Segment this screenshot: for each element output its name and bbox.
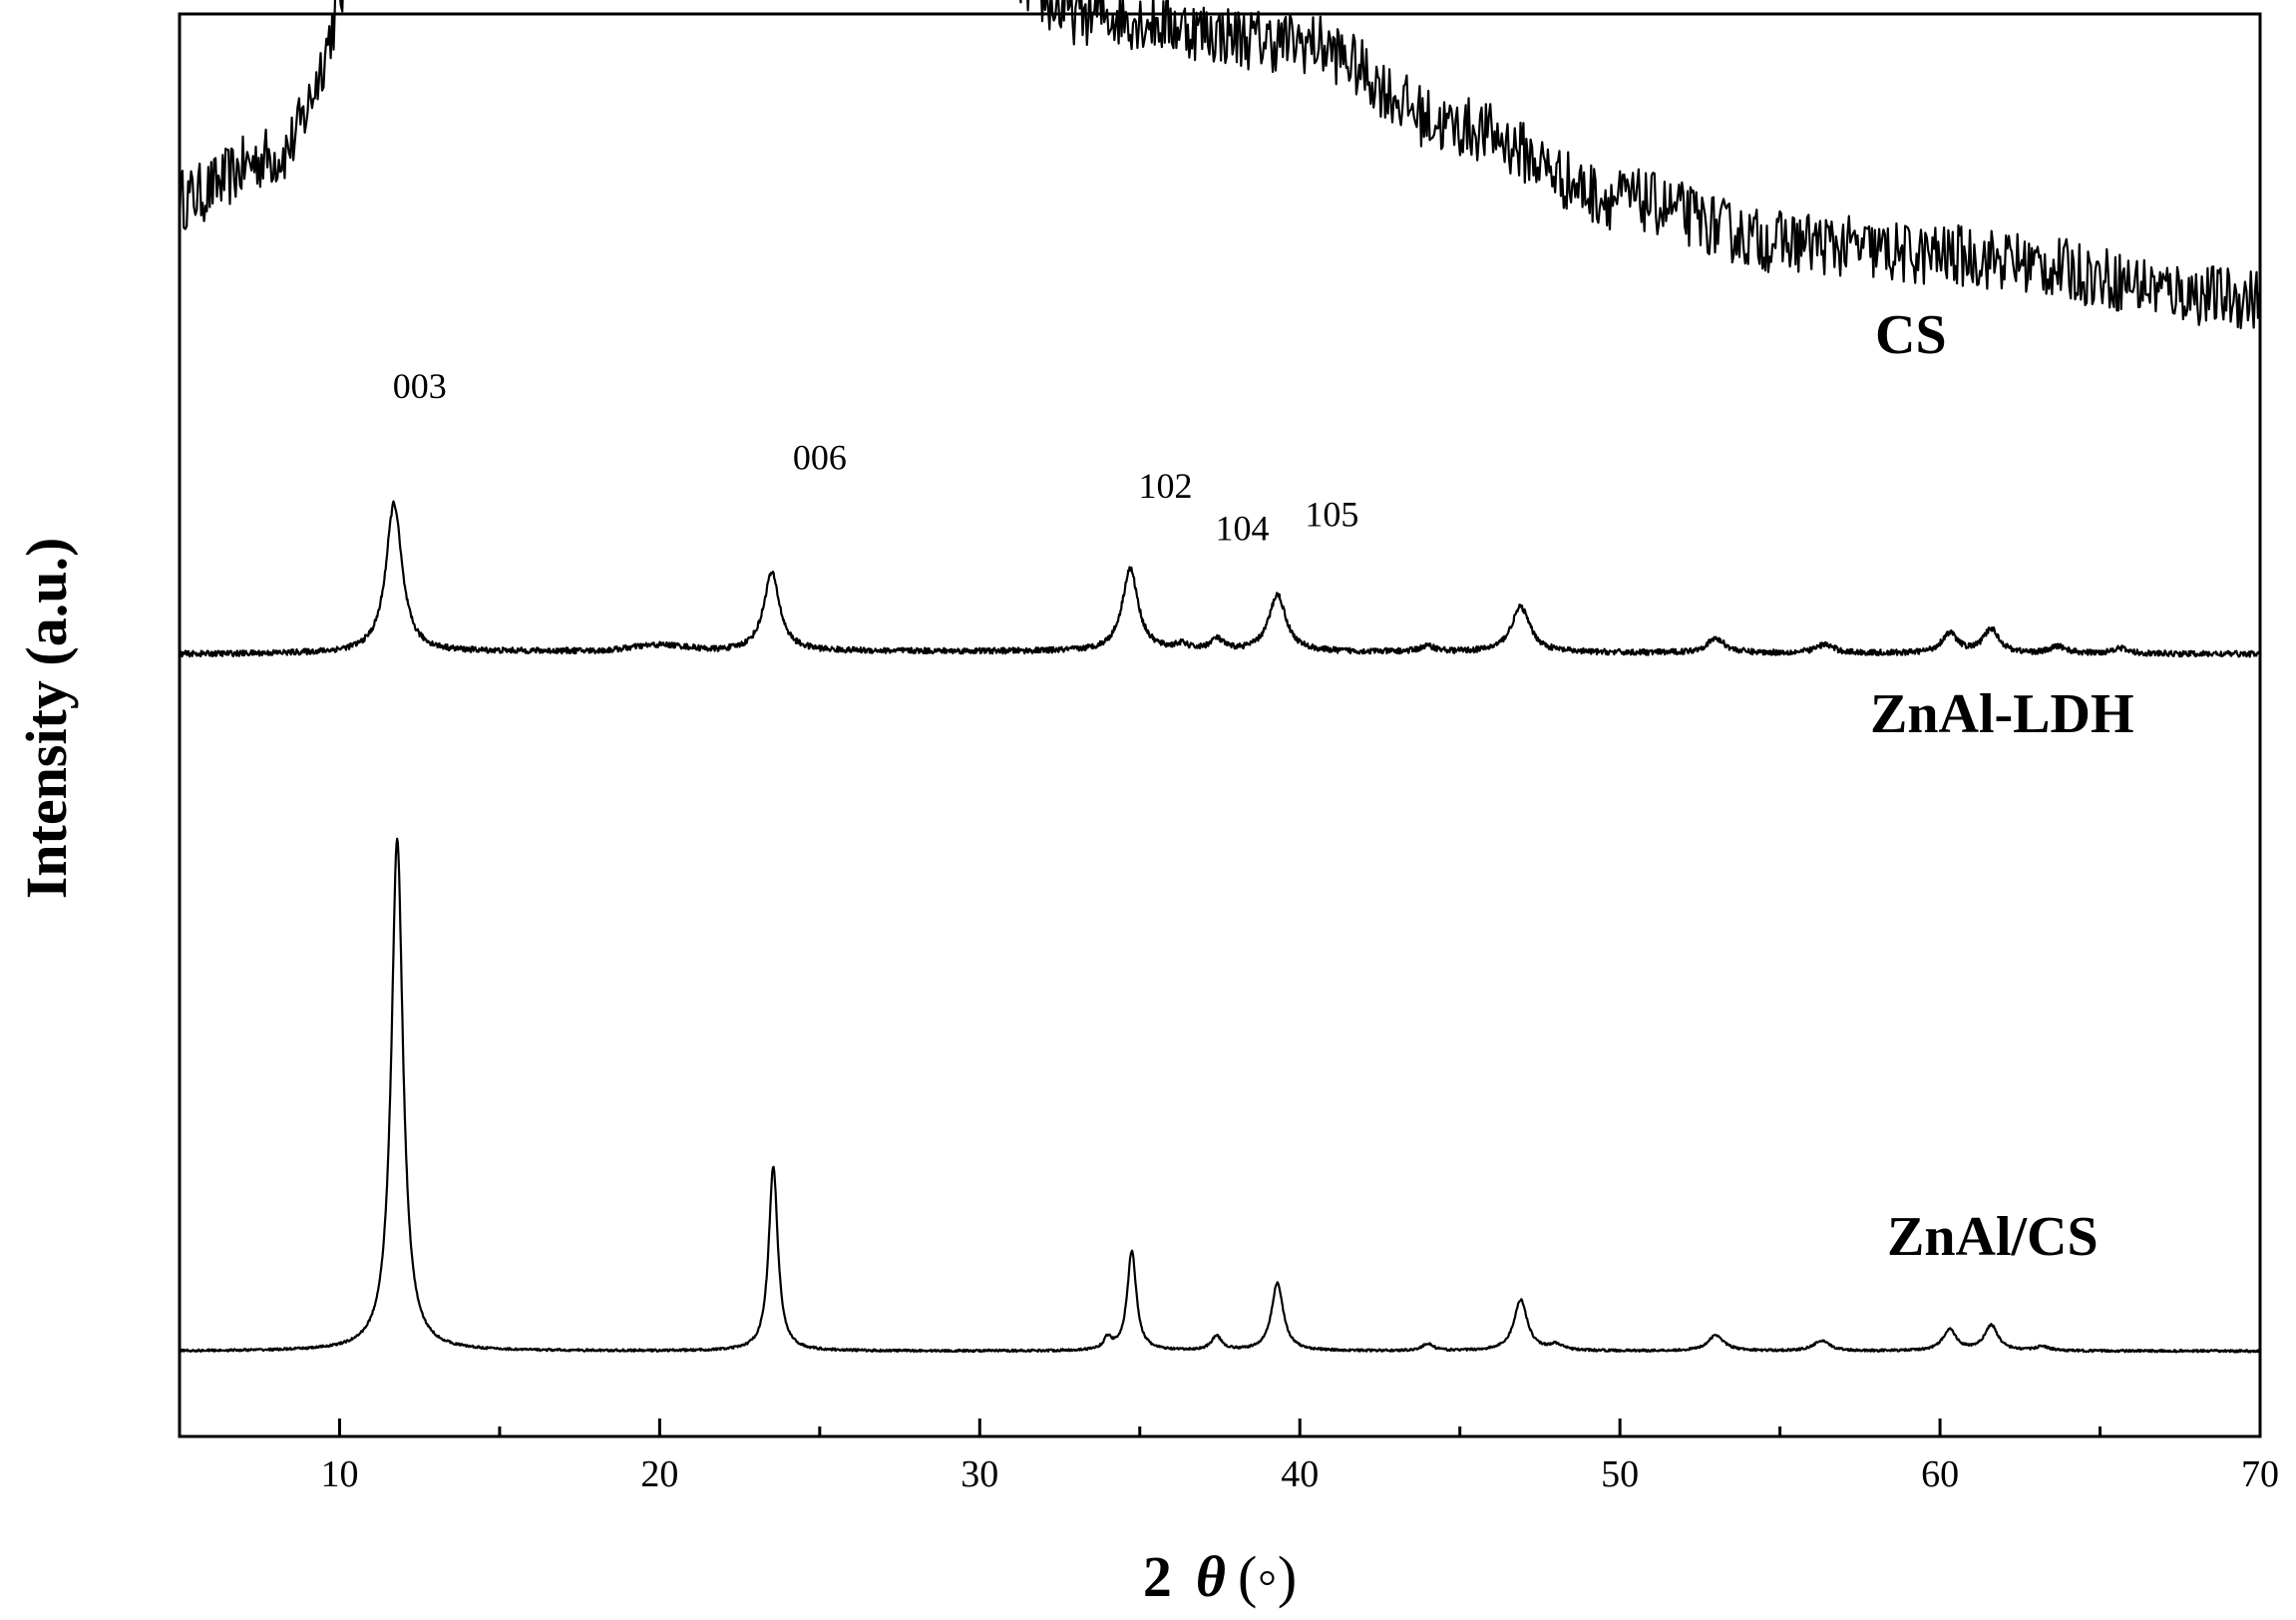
series-label-cs: CS — [1875, 304, 1947, 366]
peak-label-105: 105 — [1305, 494, 1358, 534]
series-label-znal-cs: ZnAl/CS — [1887, 1206, 2099, 1268]
peak-labels: 003 006 102 104 105 — [393, 366, 1359, 549]
peak-label-104: 104 — [1215, 509, 1269, 549]
peak-label-003: 003 — [393, 366, 447, 406]
x-tick-label: 20 — [640, 1453, 678, 1495]
series-trace-znal-ldh — [179, 500, 2261, 658]
x-tick-label: 10 — [320, 1453, 358, 1495]
x-tick-label: 70 — [2241, 1453, 2279, 1495]
x-axis-title: 2 θ (◦) — [1143, 1544, 1297, 1609]
x-axis-title-unit: (◦) — [1238, 1544, 1297, 1609]
x-axis-title-main: 2 — [1143, 1544, 1172, 1609]
series-labels: CS ZnAl-LDH ZnAl/CS — [1870, 304, 2134, 1268]
x-axis-title-theta: θ — [1196, 1544, 1226, 1609]
peak-label-006: 006 — [793, 437, 847, 477]
x-tick-label: 40 — [1281, 1453, 1319, 1495]
series-label-znal-ldh: ZnAl-LDH — [1870, 683, 2134, 745]
x-tick-label: 60 — [1921, 1453, 1959, 1495]
peak-label-102: 102 — [1138, 466, 1192, 506]
x-tick-label: 50 — [1601, 1453, 1639, 1495]
series-trace-znal-cs — [179, 837, 2261, 1354]
series-trace-cs — [178, 0, 2261, 330]
x-tick-label: 30 — [960, 1453, 998, 1495]
y-axis-title: Intensity (a.u.) — [14, 538, 79, 900]
traces — [178, 0, 2261, 1354]
x-axis-ticks: 10 20 30 40 50 60 70 — [178, 1418, 2279, 1495]
